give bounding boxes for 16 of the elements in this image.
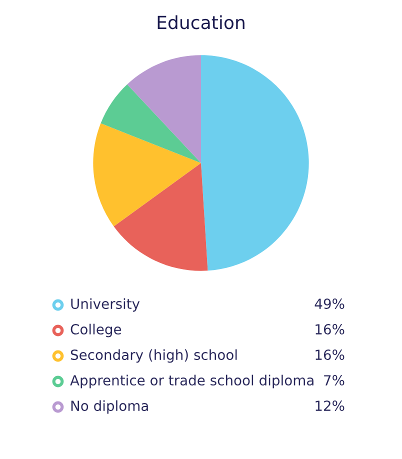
data-label: 49% — [314, 298, 344, 310]
data-label: 7% — [324, 375, 344, 386]
data-label: 16% — [316, 350, 344, 360]
legend-label: College — [70, 324, 122, 338]
chart-title: Education — [158, 15, 244, 30]
pie-slice — [100, 84, 201, 163]
data-label: 12% — [316, 400, 344, 412]
data-label: 16% — [316, 324, 344, 335]
pie-slice — [93, 123, 201, 226]
pie-slice — [114, 163, 208, 271]
legend-label: Apprentice or trade school diploma — [70, 374, 314, 388]
pie-slice — [201, 55, 309, 271]
legend-label: Secondary (high) school — [70, 349, 237, 363]
pie-slice — [127, 55, 201, 163]
legend-label: No diploma — [71, 400, 148, 414]
legend-label: University — [71, 298, 140, 312]
